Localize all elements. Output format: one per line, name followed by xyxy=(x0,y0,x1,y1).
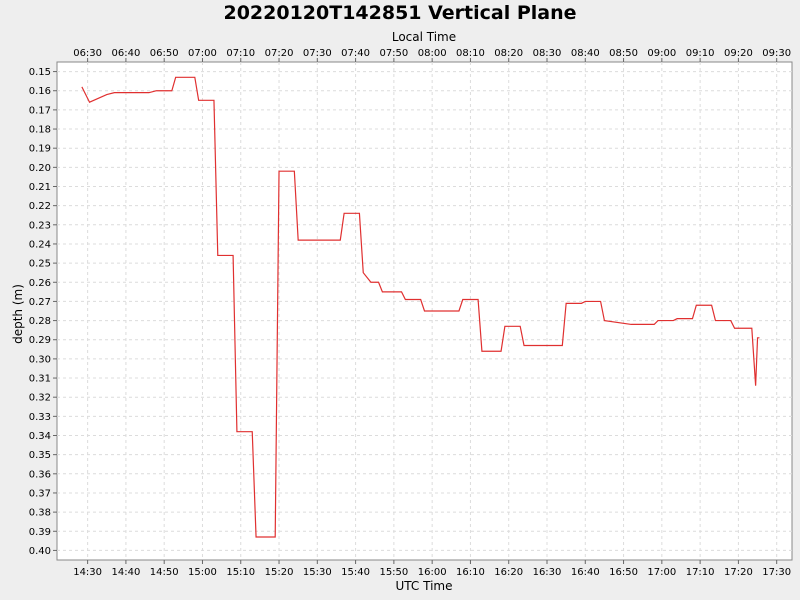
x2-tick-label: 08:30 xyxy=(533,48,562,59)
x2-tick-label: 07:50 xyxy=(379,48,408,59)
x-tick-label: 16:00 xyxy=(418,567,447,578)
x2-tick-label: 09:10 xyxy=(686,48,715,59)
x2-tick-label: 09:30 xyxy=(762,48,791,59)
x2-tick-label: 08:00 xyxy=(418,48,447,59)
x2-tick-label: 06:40 xyxy=(111,48,140,59)
y-tick-label: 0.32 xyxy=(29,393,51,404)
x-tick-label: 17:20 xyxy=(724,567,753,578)
x-tick-label: 15:50 xyxy=(379,567,408,578)
x2-tick-label: 08:20 xyxy=(494,48,523,59)
y-tick-label: 0.27 xyxy=(29,297,51,308)
x-tick-label: 15:10 xyxy=(226,567,255,578)
x2-tick-label: 06:30 xyxy=(73,48,102,59)
y-tick-label: 0.37 xyxy=(29,488,51,499)
chart-title: 20220120T142851 Vertical Plane xyxy=(223,2,576,24)
y-tick-label: 0.22 xyxy=(29,201,51,212)
x-tick-label: 17:10 xyxy=(686,567,715,578)
x-tick-label: 16:30 xyxy=(533,567,562,578)
depth-series-line xyxy=(81,76,760,538)
y-tick-label: 0.16 xyxy=(29,86,51,97)
x2-tick-label: 08:50 xyxy=(609,48,638,59)
y-tick-label: 0.15 xyxy=(29,67,51,78)
y-tick-label: 0.26 xyxy=(29,278,51,289)
x2-tick-label: 06:50 xyxy=(150,48,179,59)
x-tick-label: 16:50 xyxy=(609,567,638,578)
x2-tick-label: 07:00 xyxy=(188,48,217,59)
x-tick-label: 15:40 xyxy=(341,567,370,578)
y-tick-label: 0.24 xyxy=(29,239,51,250)
y-tick-label: 0.38 xyxy=(29,508,51,519)
x2-tick-label: 07:30 xyxy=(303,48,332,59)
y-tick-label: 0.17 xyxy=(29,105,51,116)
y-tick-label: 0.21 xyxy=(29,182,51,193)
y-tick-label: 0.33 xyxy=(29,412,51,423)
y-tick-label: 0.19 xyxy=(29,144,51,155)
x2-tick-label: 09:20 xyxy=(724,48,753,59)
x-tick-label: 17:30 xyxy=(762,567,791,578)
y-tick-label: 0.23 xyxy=(29,220,51,231)
y-tick-label: 0.40 xyxy=(29,546,51,557)
y-tick-label: 0.25 xyxy=(29,259,51,270)
x-tick-label: 14:40 xyxy=(111,567,140,578)
x-tick-label: 15:00 xyxy=(188,567,217,578)
x-tick-label: 14:50 xyxy=(150,567,179,578)
x2-tick-label: 09:00 xyxy=(647,48,676,59)
y-tick-label: 0.34 xyxy=(29,431,51,442)
x2-tick-label: 08:10 xyxy=(456,48,485,59)
x2-tick-label: 07:10 xyxy=(226,48,255,59)
x-tick-label: 15:20 xyxy=(265,567,294,578)
y-tick-label: 0.20 xyxy=(29,163,51,174)
x-tick-label: 16:10 xyxy=(456,567,485,578)
top-axis-title: Local Time xyxy=(392,30,456,44)
x2-tick-label: 07:40 xyxy=(341,48,370,59)
y-tick-label: 0.29 xyxy=(29,335,51,346)
series-layer xyxy=(81,76,760,538)
y-tick-label: 0.18 xyxy=(29,125,51,136)
y-tick-label: 0.39 xyxy=(29,527,51,538)
y-tick-label: 0.35 xyxy=(29,450,51,461)
y-axis-title: depth (m) xyxy=(11,284,25,344)
x-tick-label: 16:20 xyxy=(494,567,523,578)
x2-tick-label: 08:40 xyxy=(571,48,600,59)
y-tick-label: 0.30 xyxy=(29,354,51,365)
x-tick-label: 14:30 xyxy=(73,567,102,578)
x-tick-label: 15:30 xyxy=(303,567,332,578)
y-tick-label: 0.31 xyxy=(29,374,51,385)
bottom-axis-title: UTC Time xyxy=(396,579,453,593)
grid-layer xyxy=(57,62,792,560)
x2-tick-label: 07:20 xyxy=(265,48,294,59)
x-tick-label: 16:40 xyxy=(571,567,600,578)
axis-layer: 0.15 0.16 0.17 0.18 0.19 0.20 0.21 0.22 0.23 0.24… xyxy=(29,48,791,578)
y-tick-label: 0.28 xyxy=(29,316,51,327)
x-tick-label: 17:00 xyxy=(647,567,676,578)
y-tick-label: 0.36 xyxy=(29,469,51,480)
